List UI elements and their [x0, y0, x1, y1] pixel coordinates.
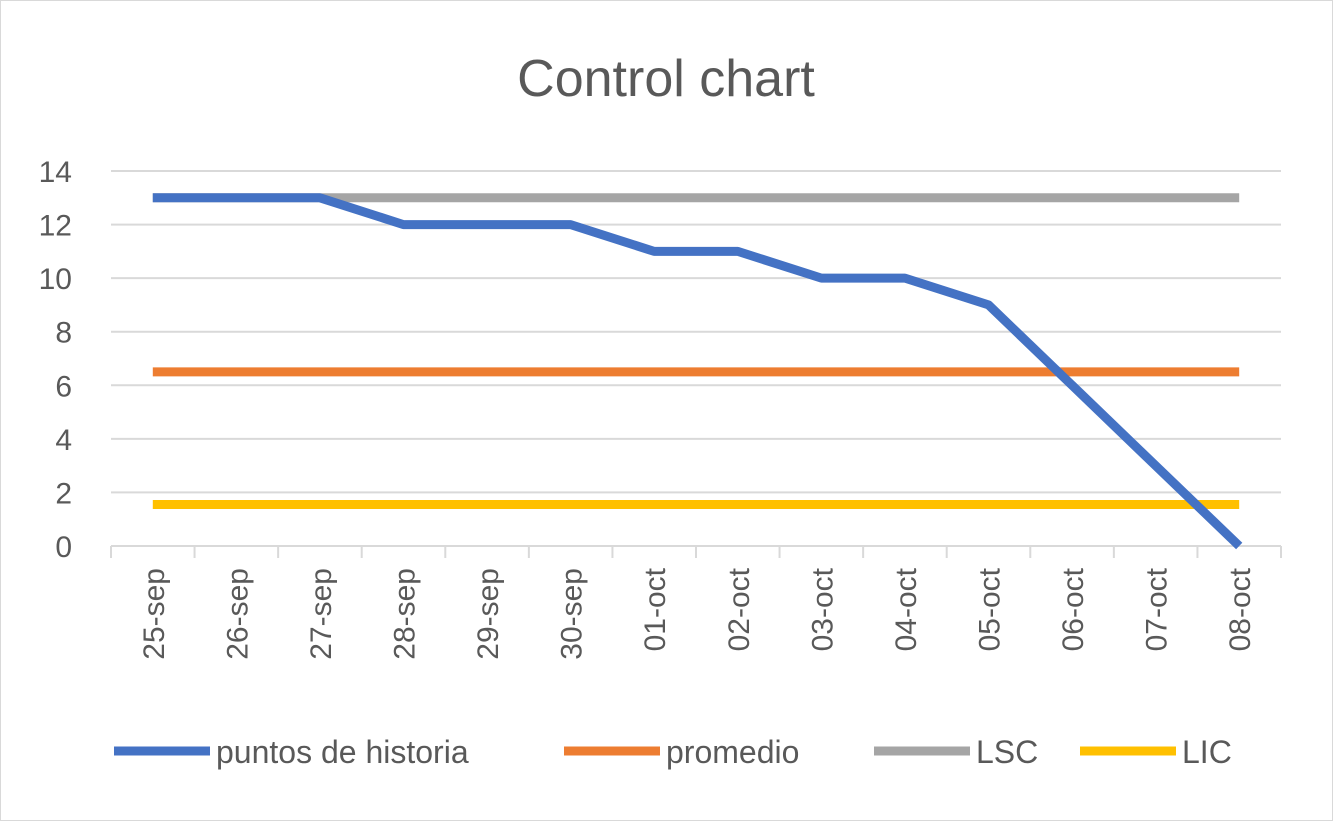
axes: 0 2 4 6 8 10 12 14 25-sep 26-sep 27-sep 28-sep 29-se…: [39, 156, 1282, 660]
x-tick-label: 30-sep: [556, 568, 589, 660]
y-tick-label: 10: [39, 263, 72, 296]
y-tick-label: 0: [55, 531, 72, 564]
series-line-0: [152, 193, 1243, 550]
x-tick-label: 08-oct: [1224, 567, 1257, 651]
y-tick-label: 4: [55, 424, 72, 457]
legend: puntos de historia promedio LSC LIC: [114, 734, 1232, 770]
gridlines: [111, 170, 1281, 494]
x-tick-label: 03-oct: [806, 567, 839, 651]
y-tick-label: 14: [39, 156, 72, 189]
y-tick-label: 12: [39, 210, 72, 243]
x-tick-label: 04-oct: [890, 567, 923, 651]
y-tick-label: 2: [55, 477, 72, 510]
legend-label: puntos de historia: [216, 734, 469, 770]
x-tick-label: 06-oct: [1057, 567, 1090, 651]
y-tick-label: 8: [55, 317, 72, 350]
legend-label: LIC: [1182, 734, 1232, 770]
x-tick-label: 29-sep: [472, 568, 505, 660]
x-tick-label: 01-oct: [639, 567, 672, 651]
x-tick-label: 26-sep: [221, 568, 254, 660]
x-tick-label: 02-oct: [723, 567, 756, 651]
x-tick-label: 25-sep: [138, 568, 171, 660]
x-tick-label: 28-sep: [389, 568, 422, 660]
x-tick-label: 05-oct: [974, 567, 1007, 651]
x-tick-label: 27-sep: [305, 568, 338, 660]
legend-label: promedio: [666, 734, 799, 770]
y-tick-label: 6: [55, 370, 72, 403]
legend-label: LSC: [976, 734, 1038, 770]
series-lines: [152, 193, 1243, 550]
chart-title: Control chart: [517, 50, 815, 108]
x-tick-label: 07-oct: [1141, 567, 1174, 651]
